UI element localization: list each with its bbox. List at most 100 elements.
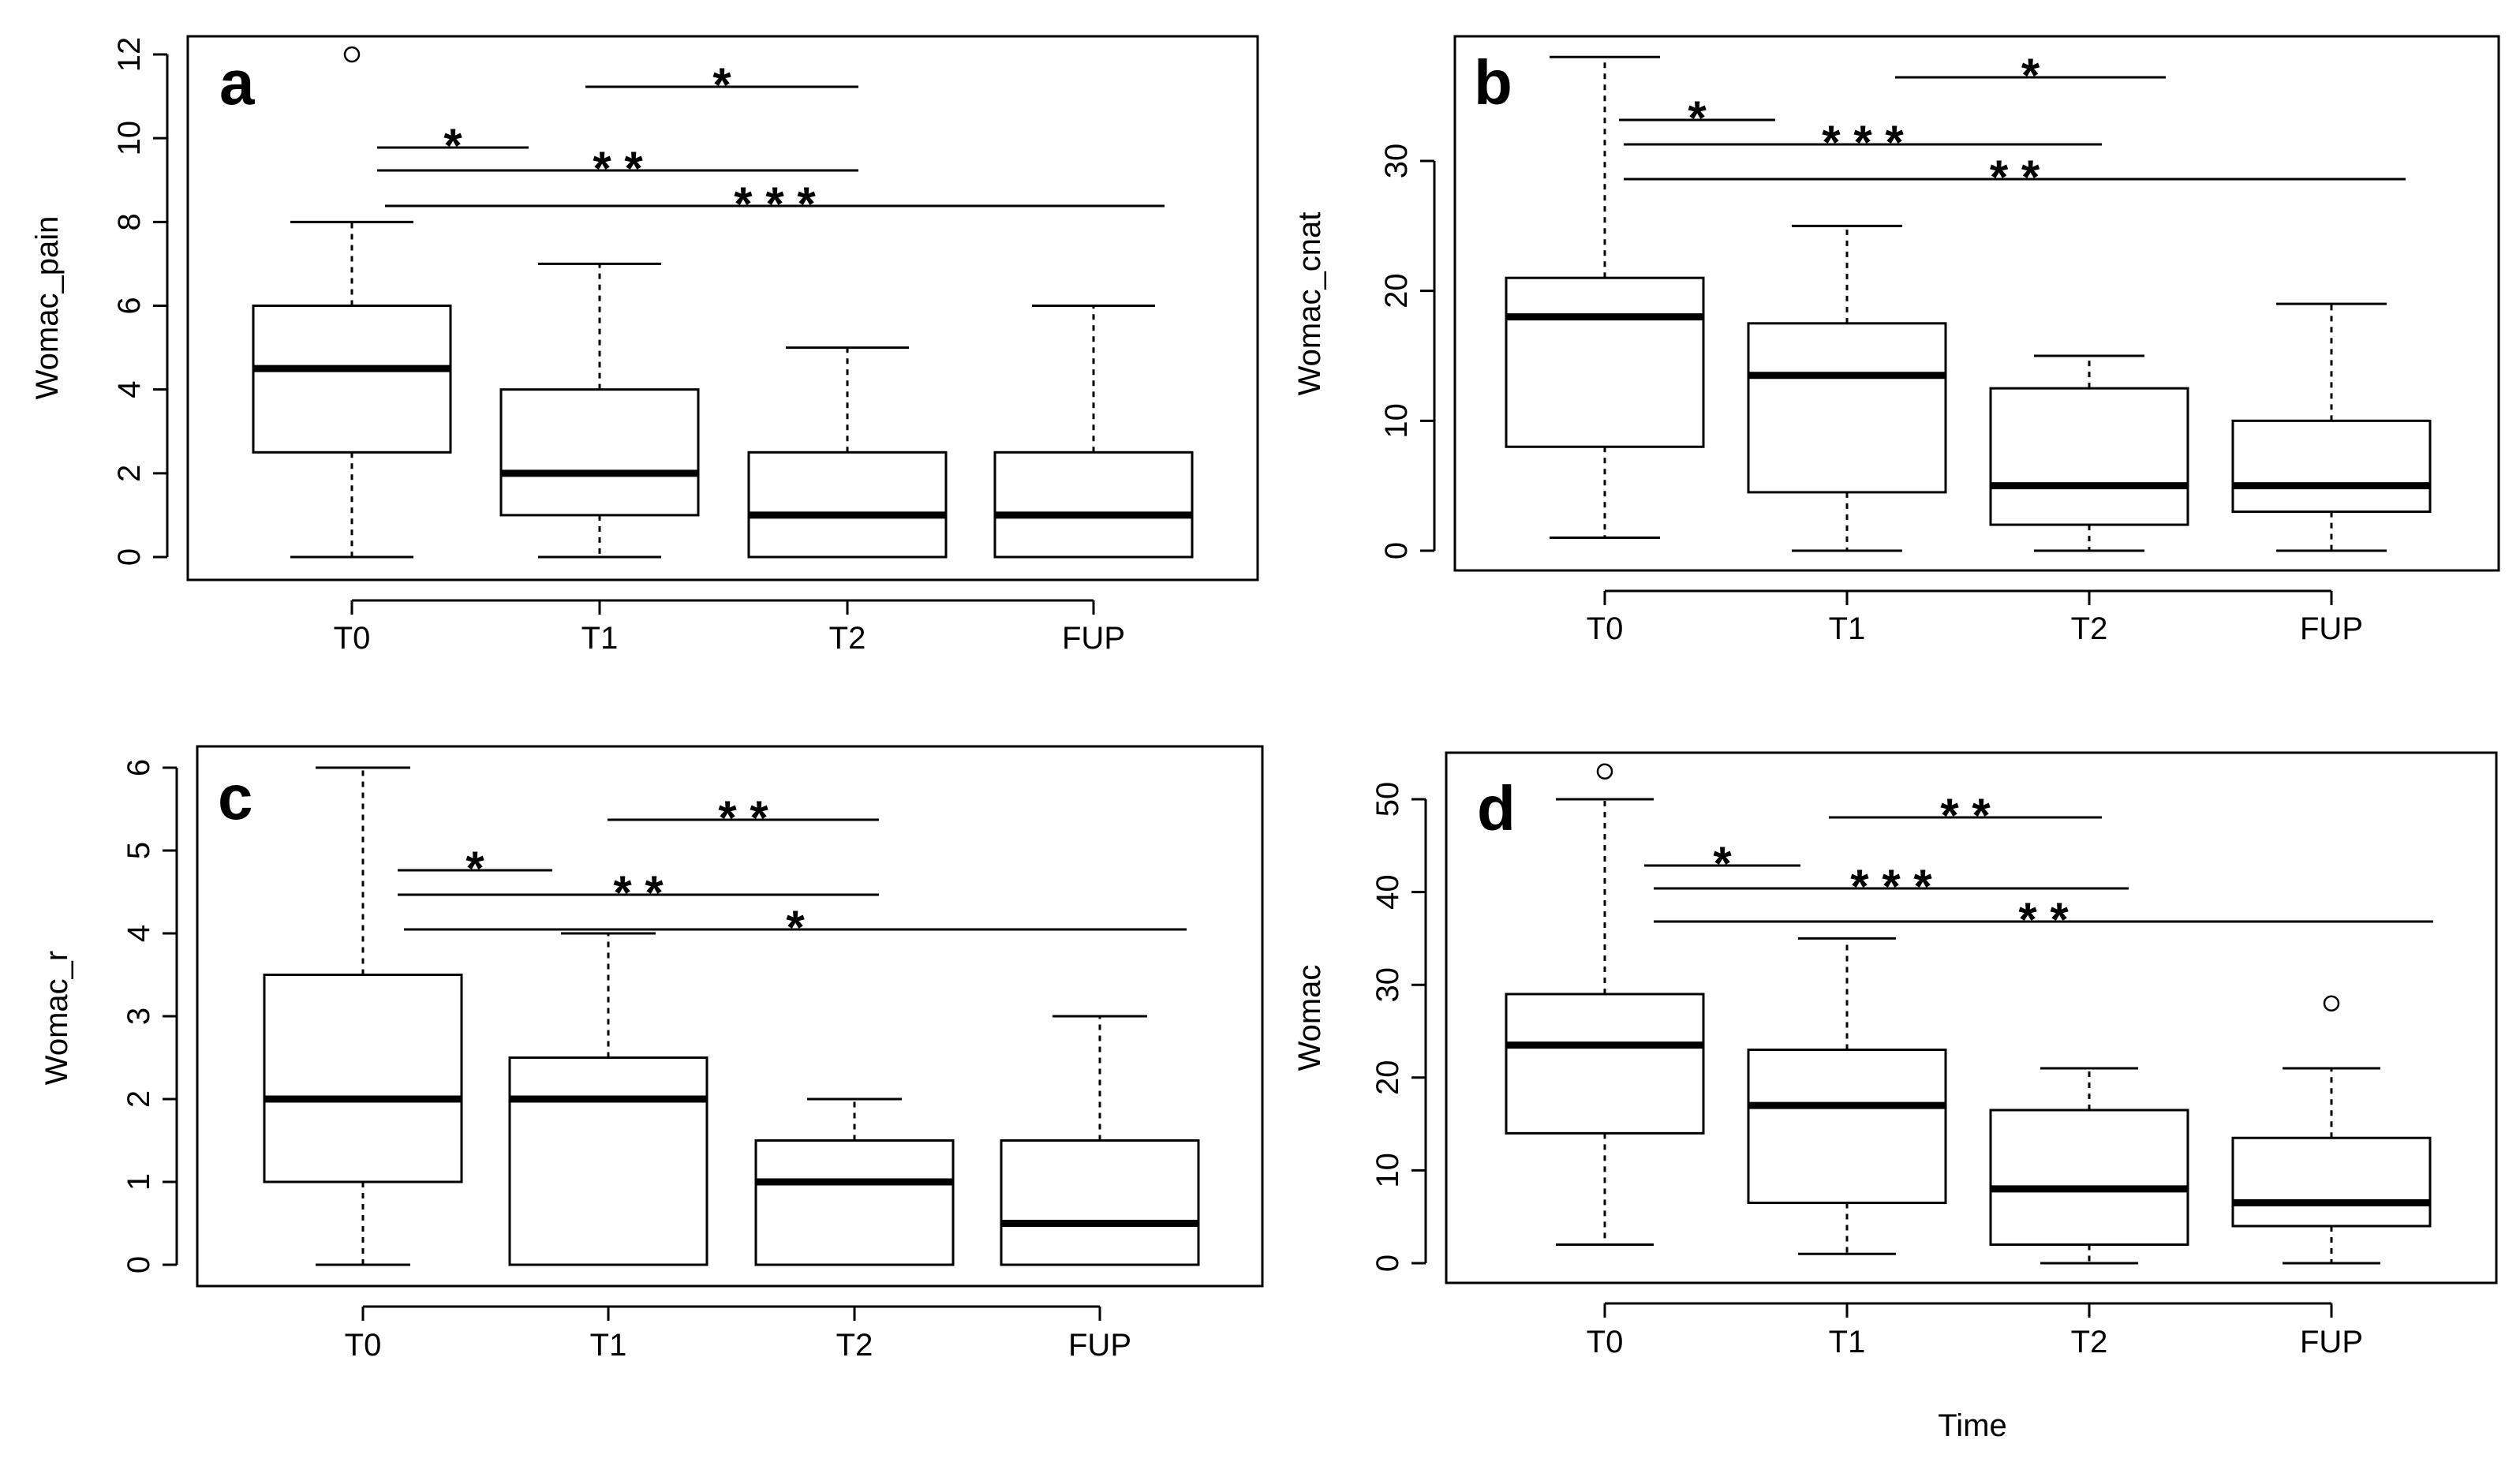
significance-T1-T2: * xyxy=(585,58,858,111)
plot-frame xyxy=(1453,35,2500,572)
shared-x-axis-label: Time xyxy=(1938,1408,2006,1443)
x-tick-label: T0 xyxy=(345,1328,382,1363)
y-tick-label: 40 xyxy=(1370,874,1405,910)
iqr-box xyxy=(1989,1109,2189,1246)
box-T2 xyxy=(1989,1067,2189,1265)
iqr-box xyxy=(1989,387,2189,526)
y-axis-label: Womac_r xyxy=(39,951,74,1085)
y-tick-label: 8 xyxy=(112,213,147,230)
significance-T0-T1: * xyxy=(1619,92,1775,144)
x-tick-label: FUP xyxy=(1068,1328,1131,1363)
significance-T0-T1: * xyxy=(398,842,552,895)
significance-T0-FUP: * * * xyxy=(385,178,1165,230)
significance-label: * xyxy=(712,58,731,111)
iqr-box xyxy=(508,1056,709,1266)
significance-label: * xyxy=(1688,92,1707,144)
significance-T0-T2: * * xyxy=(377,142,858,195)
significance-label: * * xyxy=(1990,151,2040,204)
iqr-box xyxy=(1505,993,1705,1135)
significance-T0-T2: * * * xyxy=(1654,860,2129,913)
x-tick-label: T1 xyxy=(1829,611,1866,646)
significance-label: * * xyxy=(613,866,664,919)
x-tick-label: T1 xyxy=(1829,1325,1866,1359)
significance-T0-T2: * * * xyxy=(1624,116,2102,169)
box-T1 xyxy=(1747,937,1947,1255)
x-tick-label: T2 xyxy=(836,1328,873,1363)
x-tick-label: T2 xyxy=(2071,1325,2108,1359)
y-tick-label: 4 xyxy=(112,381,147,398)
panel-b: 0 10 20 30 Womac_cnat T0 T1 T2 FUP * * * * * * * b xyxy=(1292,35,2500,646)
significance-label: * * xyxy=(2018,893,2069,946)
y-tick-label: 4 xyxy=(122,925,156,942)
panel-letter: b xyxy=(1474,47,1512,118)
y-tick-label: 1 xyxy=(122,1173,156,1191)
iqr-box xyxy=(747,451,948,559)
significance-T0-T1: * xyxy=(1644,837,1800,890)
significance-label: * * xyxy=(1940,789,1991,842)
y-tick-label: 10 xyxy=(1370,1153,1405,1188)
x-tick-label: T0 xyxy=(1587,611,1624,646)
y-tick-label: 6 xyxy=(122,759,156,776)
significance-T1-T2: * * xyxy=(1829,789,2102,842)
iqr-box xyxy=(1505,276,1705,448)
y-tick-label: 10 xyxy=(1379,403,1414,439)
significance-T0-FUP: * * xyxy=(1624,151,2406,204)
y-tick-label: 3 xyxy=(122,1008,156,1025)
significance-T1-T2: * * xyxy=(608,791,879,844)
iqr-box xyxy=(754,1139,955,1266)
iqr-box xyxy=(2231,419,2432,514)
significance-label: * xyxy=(2021,49,2040,102)
x-tick-label: T2 xyxy=(829,621,866,656)
box-T2 xyxy=(747,346,948,559)
box-T2 xyxy=(1989,354,2189,552)
significance-T0-T1: * xyxy=(377,119,529,172)
y-tick-label: 10 xyxy=(112,121,147,156)
iqr-box xyxy=(1747,322,1947,494)
box-FUP xyxy=(2231,995,2432,1265)
y-tick-label: 0 xyxy=(122,1256,156,1273)
y-tick-label: 5 xyxy=(122,842,156,859)
x-tick-label: T1 xyxy=(590,1328,627,1363)
significance-label: * xyxy=(465,842,484,895)
x-tick-label: T1 xyxy=(581,621,619,656)
y-tick-label: 30 xyxy=(1379,144,1414,179)
box-T0 xyxy=(1505,763,1705,1246)
y-tick-label: 6 xyxy=(112,297,147,314)
box-T2 xyxy=(754,1097,955,1266)
panel-letter: c xyxy=(218,762,253,832)
box-T0 xyxy=(1505,55,1705,540)
significance-T1-T2: * xyxy=(1895,49,2166,102)
significance-label: * * xyxy=(593,142,643,195)
y-tick-label: 0 xyxy=(1370,1254,1405,1272)
y-tick-label: 2 xyxy=(112,465,147,482)
significance-label: * xyxy=(443,119,462,172)
iqr-box xyxy=(1747,1049,1947,1205)
y-tick-label: 12 xyxy=(112,37,147,73)
y-tick-label: 0 xyxy=(1379,542,1414,559)
plot-frame xyxy=(1445,751,2498,1284)
x-tick-label: FUP xyxy=(1062,621,1125,656)
panel-letter: d xyxy=(1477,773,1516,843)
significance-T0-T2: * * xyxy=(398,866,879,919)
plot-frame xyxy=(186,35,1259,581)
y-tick-label: 30 xyxy=(1370,967,1405,1003)
significance-label: * * * xyxy=(1822,116,1904,169)
box-T1 xyxy=(499,262,700,559)
y-tick-label: 2 xyxy=(122,1090,156,1108)
iqr-box xyxy=(263,974,463,1183)
outlier-point xyxy=(1596,763,1613,780)
plot-frame xyxy=(196,745,1264,1288)
significance-label: * * * xyxy=(1850,860,1932,913)
significance-T0-FUP: * * xyxy=(1654,893,2433,946)
outlier-point xyxy=(343,46,361,63)
iqr-box xyxy=(1000,1139,1200,1266)
y-tick-label: 0 xyxy=(112,548,147,566)
box-T1 xyxy=(1747,224,1947,552)
panel-letter: a xyxy=(219,47,255,118)
iqr-box xyxy=(993,451,1194,559)
outlier-point xyxy=(2323,995,2340,1011)
box-FUP xyxy=(1000,1015,1200,1266)
y-tick-label: 20 xyxy=(1370,1060,1405,1096)
